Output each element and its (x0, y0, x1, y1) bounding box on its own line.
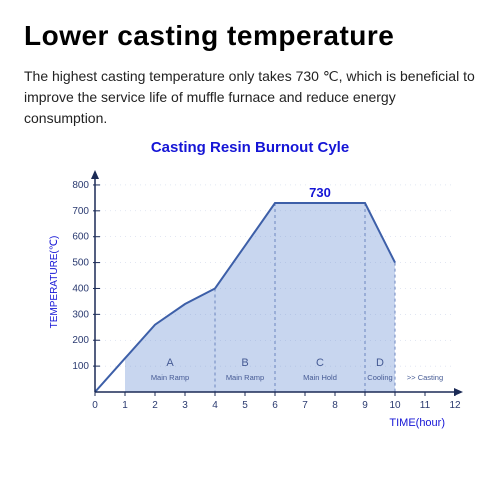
x-axis-label: TIME(hour) (389, 417, 445, 429)
y-tick-label: 400 (72, 283, 89, 294)
description-text: The highest casting temperature only tak… (24, 66, 476, 129)
zone-label: Cooling (367, 373, 392, 382)
peak-label: 730 (309, 185, 331, 200)
y-tick-label: 600 (72, 232, 89, 243)
casting-label: >> Casting (407, 373, 443, 382)
x-tick-label: 5 (242, 400, 248, 411)
x-tick-label: 7 (302, 400, 308, 411)
zone-letter: A (166, 357, 174, 369)
x-tick-label: 11 (420, 400, 431, 411)
page-title: Lower casting temperature (24, 20, 476, 52)
zone-letter: C (316, 357, 324, 369)
zone-letter: D (376, 357, 384, 369)
x-tick-label: 12 (449, 400, 461, 411)
y-tick-label: 200 (72, 335, 89, 346)
y-axis-label: TEMPERATURE(℃) (49, 236, 60, 329)
x-tick-label: 8 (332, 400, 338, 411)
x-tick-label: 10 (389, 400, 401, 411)
y-axis-arrow (91, 170, 99, 179)
zone-label: Main Ramp (151, 373, 189, 382)
y-tick-label: 500 (72, 258, 89, 269)
x-tick-label: 9 (362, 400, 368, 411)
x-tick-label: 3 (182, 400, 188, 411)
y-tick-label: 300 (72, 309, 89, 320)
chart-container: 1002003004005006007008000123456789101112… (24, 162, 476, 432)
x-tick-label: 4 (212, 400, 218, 411)
chart-title: Casting Resin Burnout Cyle (24, 139, 476, 156)
x-tick-label: 1 (122, 400, 128, 411)
burnout-chart: 1002003004005006007008000123456789101112… (35, 162, 465, 432)
x-tick-label: 2 (152, 400, 158, 411)
zone-letter: B (241, 357, 248, 369)
y-tick-label: 800 (72, 180, 89, 191)
x-tick-label: 6 (272, 400, 278, 411)
x-tick-label: 0 (92, 400, 98, 411)
y-tick-label: 100 (72, 361, 89, 372)
y-tick-label: 700 (72, 206, 89, 217)
zone-label: Main Ramp (226, 373, 264, 382)
x-axis-arrow (454, 388, 463, 396)
zone-label: Main Hold (303, 373, 337, 382)
